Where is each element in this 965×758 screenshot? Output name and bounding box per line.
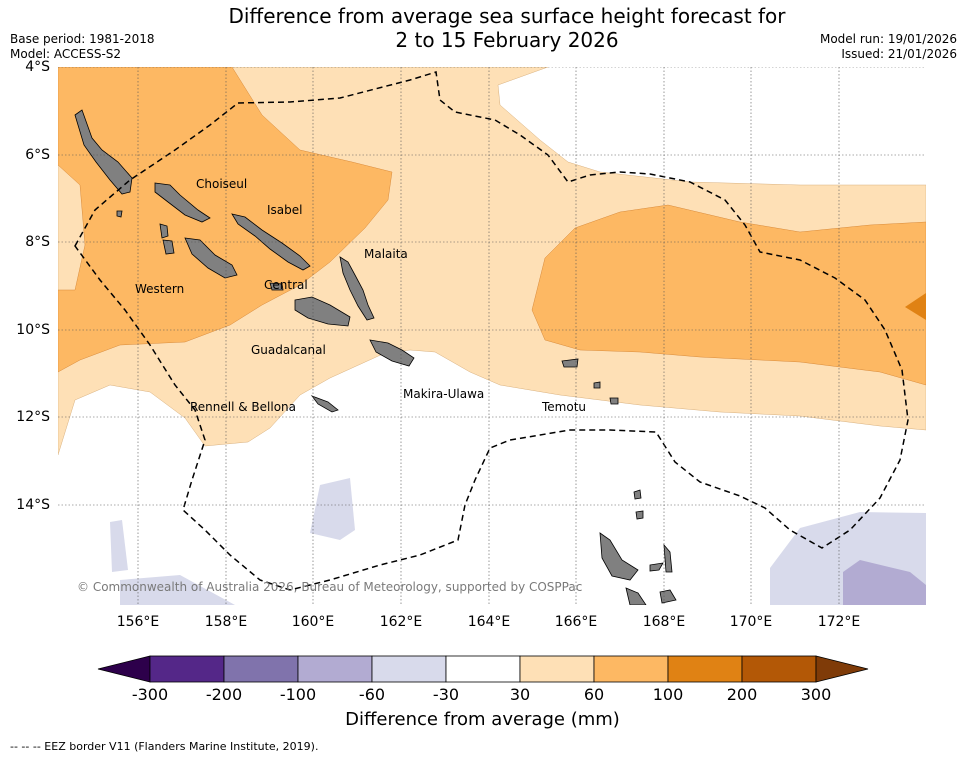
colorbar-segment bbox=[223, 655, 299, 683]
colorbar-label: Difference from average (mm) bbox=[345, 709, 620, 730]
region-label-central: Central bbox=[264, 278, 308, 292]
region-label-choiseul: Choiseul bbox=[196, 177, 248, 191]
title-line-1: Difference from average sea surface heig… bbox=[228, 4, 786, 28]
model-run: Model run: 19/01/2026 bbox=[819, 32, 957, 46]
lon-label-160e: 160°E bbox=[291, 614, 335, 630]
colorbar-segment bbox=[371, 655, 447, 683]
anomaly-60-100-east bbox=[531, 204, 926, 386]
colorbar bbox=[97, 655, 869, 683]
colorbar-segment bbox=[519, 655, 595, 683]
colorbar-segment bbox=[593, 655, 669, 683]
lon-label-162e: 162°E bbox=[379, 614, 423, 630]
anomaly-100-200-east bbox=[905, 293, 926, 320]
island-guadalcanal bbox=[294, 296, 351, 327]
anomaly-m60-m30-southwest bbox=[120, 575, 235, 605]
lon-label-156e: 156°E bbox=[116, 614, 160, 630]
anomaly-m60-m30-central bbox=[310, 478, 355, 540]
lat-label-4s: 4°S bbox=[25, 59, 50, 75]
region-label-rennell-bellona: Rennell & Bellona bbox=[190, 400, 297, 414]
region-label-makira-ulawa: Makira-Ulawa bbox=[403, 387, 485, 401]
eez-footnote: -- -- -- EEZ border V11 (Flanders Marine… bbox=[10, 740, 319, 753]
region-label-temotu: Temotu bbox=[542, 400, 587, 414]
lat-label-10s: 10°S bbox=[16, 322, 50, 338]
island-small-4 bbox=[593, 381, 601, 389]
colorbar-tick: 300 bbox=[800, 685, 832, 704]
colorbar-min-arrow bbox=[97, 655, 151, 683]
meta-right: Model run: 19/01/2026 Issued: 21/01/2026 bbox=[820, 32, 957, 62]
island-choiseul bbox=[74, 109, 133, 195]
issued-date: Issued: 21/01/2026 bbox=[841, 47, 957, 61]
colorbar-tick: -30 bbox=[432, 685, 460, 704]
island-isabel bbox=[231, 213, 311, 271]
anomaly-60-100-west bbox=[58, 67, 393, 373]
island-malakula bbox=[625, 587, 647, 605]
colorbar-tick: -300 bbox=[131, 685, 169, 704]
island-ambae bbox=[649, 562, 664, 572]
lon-label-158e: 158°E bbox=[204, 614, 248, 630]
region-label-isabel: Isabel bbox=[267, 203, 303, 217]
region-label-guadalcanal: Guadalcanal bbox=[251, 343, 326, 357]
anomaly-m100-m60-southeast bbox=[843, 560, 926, 605]
colorbar-tick: 200 bbox=[726, 685, 758, 704]
colorbar-tick: -200 bbox=[205, 685, 243, 704]
copyright-notice: © Commonwealth of Australia 2026, Bureau… bbox=[77, 580, 583, 594]
model-name: Model: ACCESS-S2 bbox=[10, 47, 122, 61]
island-rennell bbox=[310, 395, 339, 413]
island-santa-cruz bbox=[561, 358, 579, 368]
colorbar-segment bbox=[297, 655, 373, 683]
land-masses bbox=[74, 109, 677, 605]
island-small-1 bbox=[633, 489, 642, 500]
island-small-5 bbox=[609, 397, 619, 405]
island-florida bbox=[269, 282, 284, 291]
lat-label-8s: 8°S bbox=[25, 234, 50, 250]
colorbar-segment bbox=[445, 655, 521, 683]
map-title: Difference from average sea surface heig… bbox=[0, 4, 965, 52]
island-makira bbox=[369, 339, 415, 367]
lat-label-6s: 6°S bbox=[25, 147, 50, 163]
island-shortland bbox=[116, 210, 123, 218]
island-western-group bbox=[184, 237, 238, 279]
colorbar-tick: 100 bbox=[652, 685, 684, 704]
lon-label-166e: 166°E bbox=[554, 614, 598, 630]
colorbar-segment bbox=[741, 655, 817, 683]
lon-label-168e: 168°E bbox=[642, 614, 686, 630]
lon-label-172e: 172°E bbox=[817, 614, 861, 630]
colorbar-max-arrow bbox=[815, 655, 869, 683]
island-maewo bbox=[663, 543, 673, 573]
lon-label-164e: 164°E bbox=[467, 614, 511, 630]
meta-left: Base period: 1981-2018 Model: ACCESS-S2 bbox=[10, 32, 155, 62]
colorbar-tick: -100 bbox=[279, 685, 317, 704]
title-line-2: 2 to 15 February 2026 bbox=[395, 28, 619, 52]
island-vella-lavella bbox=[159, 223, 169, 239]
island-kolombangara bbox=[162, 239, 175, 255]
lat-label-12s: 12°S bbox=[16, 409, 50, 425]
island-espiritu-santo bbox=[599, 532, 639, 581]
anomaly-m60-m30-west bbox=[110, 520, 128, 572]
gridlines bbox=[58, 67, 926, 605]
map-area bbox=[58, 67, 926, 605]
region-label-western: Western bbox=[135, 282, 185, 296]
colorbar-tick: 30 bbox=[509, 685, 531, 704]
region-label-malaita: Malaita bbox=[364, 247, 408, 261]
colorbar-tick: 60 bbox=[583, 685, 605, 704]
lon-label-170e: 170°E bbox=[729, 614, 773, 630]
island-malaita bbox=[339, 256, 375, 321]
lat-label-14s: 14°S bbox=[16, 497, 50, 513]
island-small-2 bbox=[635, 510, 644, 520]
colorbar-segment bbox=[149, 655, 225, 683]
island-new-georgia bbox=[154, 182, 211, 223]
base-period: Base period: 1981-2018 bbox=[10, 32, 155, 46]
colorbar-segment bbox=[667, 655, 743, 683]
colorbar-tick: -60 bbox=[358, 685, 386, 704]
